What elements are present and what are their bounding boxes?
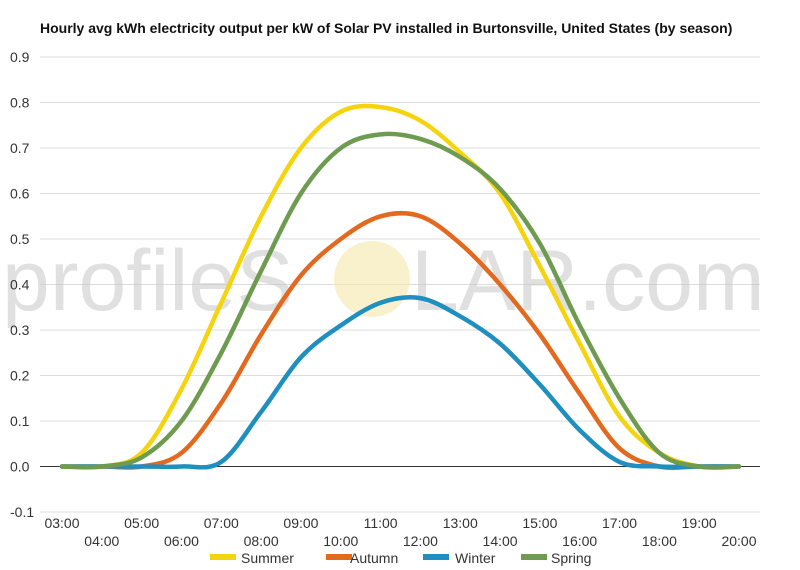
y-tick-label: 0.8 bbox=[10, 95, 30, 111]
y-tick-label: 0.3 bbox=[10, 322, 30, 338]
x-tick-label: 13:00 bbox=[443, 515, 478, 531]
x-tick-label: 08:00 bbox=[244, 533, 279, 549]
y-tick-label: 0.1 bbox=[10, 413, 30, 429]
x-tick-label: 15:00 bbox=[522, 515, 557, 531]
y-tick-label: 0.9 bbox=[10, 49, 30, 65]
x-tick-label: 18:00 bbox=[642, 533, 677, 549]
x-tick-label: 07:00 bbox=[204, 515, 239, 531]
y-tick-label: 0.0 bbox=[10, 459, 30, 475]
series-line-spring bbox=[59, 131, 742, 470]
x-tick-label: 14:00 bbox=[483, 533, 518, 549]
x-tick-label: 05:00 bbox=[124, 515, 159, 531]
x-tick-label: 04:00 bbox=[84, 533, 119, 549]
y-tick-label: 0.4 bbox=[10, 277, 30, 293]
x-tick-label: 20:00 bbox=[721, 533, 756, 549]
x-tick-label: 16:00 bbox=[562, 533, 597, 549]
series-lines bbox=[59, 103, 742, 471]
x-tick-label: 12:00 bbox=[403, 533, 438, 549]
legend: Summer Autumn Winter Spring bbox=[210, 550, 591, 566]
y-tick-label: 0.6 bbox=[10, 186, 30, 202]
x-tick-label: 09:00 bbox=[283, 515, 318, 531]
watermark-text-left: profileS bbox=[2, 233, 294, 329]
y-tick-label: 0.5 bbox=[10, 231, 30, 247]
legend-label-summer: Summer bbox=[241, 550, 294, 566]
y-axis-ticks: 0.9 0.8 0.7 0.6 0.5 0.4 0.3 0.2 0.1 0.0 -0.1 bbox=[10, 49, 34, 520]
series-line-winter bbox=[59, 295, 742, 470]
x-tick-label: 06:00 bbox=[164, 533, 199, 549]
series-line-summer bbox=[59, 103, 742, 470]
legend-label-spring: Spring bbox=[551, 550, 591, 566]
watermark-text-right: LAR.com bbox=[411, 233, 765, 329]
legend-swatch-autumn bbox=[326, 554, 352, 560]
watermark: profileS LAR.com bbox=[2, 233, 765, 329]
x-tick-label: 03:00 bbox=[44, 515, 79, 531]
chart-title: Hourly avg kWh electricity output per kW… bbox=[40, 20, 732, 36]
legend-swatch-spring bbox=[521, 554, 547, 560]
legend-label-winter: Winter bbox=[455, 550, 496, 566]
x-tick-label: 17:00 bbox=[602, 515, 637, 531]
x-tick-label: 19:00 bbox=[682, 515, 717, 531]
series-line-autumn bbox=[59, 210, 742, 471]
legend-swatch-winter bbox=[423, 554, 449, 560]
x-tick-label: 10:00 bbox=[323, 533, 358, 549]
legend-swatch-summer bbox=[210, 554, 236, 560]
y-tick-label: -0.1 bbox=[10, 504, 34, 520]
y-tick-label: 0.7 bbox=[10, 140, 30, 156]
legend-label-autumn: Autumn bbox=[350, 550, 398, 566]
x-tick-label: 11:00 bbox=[364, 515, 398, 531]
y-tick-label: 0.2 bbox=[10, 368, 30, 384]
